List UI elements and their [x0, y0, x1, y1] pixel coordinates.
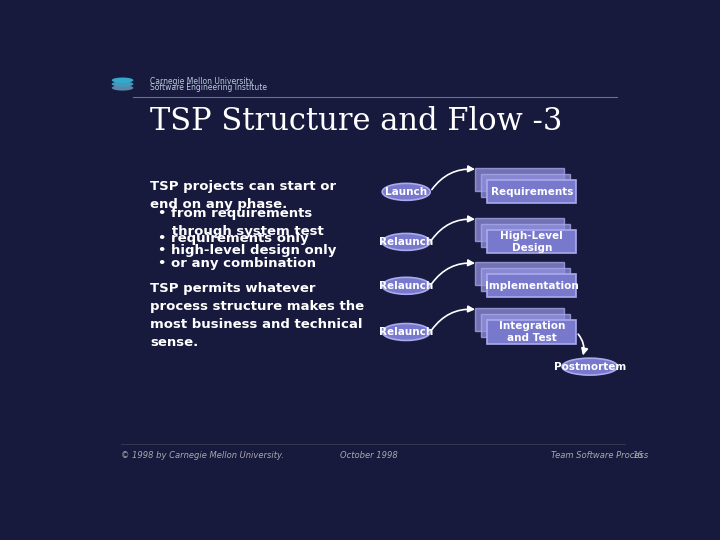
Ellipse shape	[112, 85, 133, 91]
Text: Postmortem: Postmortem	[554, 362, 626, 372]
FancyBboxPatch shape	[474, 262, 564, 285]
Ellipse shape	[112, 78, 133, 83]
Text: Integration
and Test: Integration and Test	[498, 321, 565, 343]
Text: Carnegie Mellon University: Carnegie Mellon University	[150, 77, 253, 86]
FancyBboxPatch shape	[487, 231, 576, 253]
Text: • or any combination: • or any combination	[158, 256, 316, 269]
FancyBboxPatch shape	[487, 274, 576, 298]
FancyBboxPatch shape	[474, 308, 564, 331]
FancyBboxPatch shape	[481, 314, 570, 338]
FancyBboxPatch shape	[481, 268, 570, 291]
Text: Team Software Process: Team Software Process	[551, 451, 649, 460]
Text: 16: 16	[632, 451, 643, 460]
FancyBboxPatch shape	[487, 180, 576, 204]
Ellipse shape	[382, 278, 431, 294]
Text: Launch: Launch	[385, 187, 427, 197]
FancyBboxPatch shape	[474, 168, 564, 191]
Ellipse shape	[382, 184, 431, 200]
Text: © 1998 by Carnegie Mellon University.: © 1998 by Carnegie Mellon University.	[121, 451, 284, 460]
Text: TSP projects can start or
end on any phase.: TSP projects can start or end on any pha…	[150, 180, 336, 211]
FancyBboxPatch shape	[487, 320, 576, 343]
Ellipse shape	[112, 82, 133, 87]
FancyBboxPatch shape	[481, 174, 570, 197]
Text: • from requirements
   through system test: • from requirements through system test	[158, 207, 324, 238]
Text: October 1998: October 1998	[340, 451, 398, 460]
Text: TSP permits whatever
process structure makes the
most business and technical
sen: TSP permits whatever process structure m…	[150, 282, 364, 349]
Ellipse shape	[562, 358, 618, 375]
FancyBboxPatch shape	[481, 224, 570, 247]
Text: Implementation: Implementation	[485, 281, 579, 291]
Text: Relaunch: Relaunch	[379, 327, 433, 337]
Text: Relaunch: Relaunch	[379, 237, 433, 247]
Text: Software Engineering Institute: Software Engineering Institute	[150, 83, 267, 92]
Text: • high-level design only: • high-level design only	[158, 244, 336, 257]
Ellipse shape	[382, 233, 431, 251]
Text: Relaunch: Relaunch	[379, 281, 433, 291]
Ellipse shape	[382, 323, 431, 340]
Text: • requirements only: • requirements only	[158, 232, 309, 245]
Text: High-Level
Design: High-Level Design	[500, 231, 563, 253]
Text: TSP Structure and Flow -3: TSP Structure and Flow -3	[150, 105, 563, 137]
Text: Requirements: Requirements	[490, 187, 573, 197]
FancyBboxPatch shape	[474, 218, 564, 241]
